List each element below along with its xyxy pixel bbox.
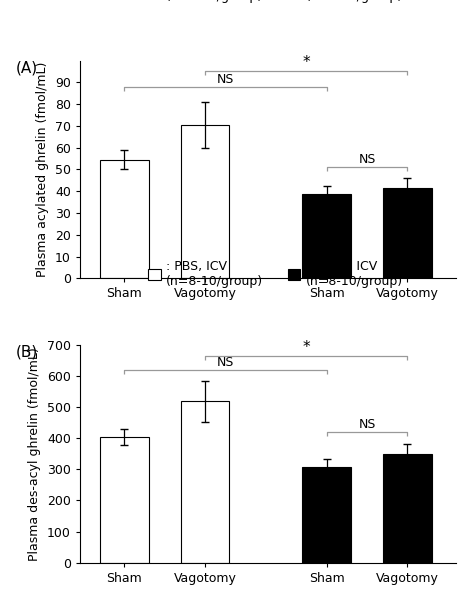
Text: *: *: [303, 55, 310, 70]
Y-axis label: Plasma acylated ghrelin (fmol/mL): Plasma acylated ghrelin (fmol/mL): [36, 62, 49, 277]
Bar: [181, 402, 229, 563]
Bar: [302, 467, 351, 563]
Bar: [383, 188, 431, 278]
Bar: [100, 437, 149, 563]
Text: NS: NS: [358, 153, 376, 166]
Legend: : PBS, ICV
(n=8-10/group), : UCN1, ICV
(n=8-10/group): : PBS, ICV (n=8-10/group), : UCN1, ICV (…: [149, 260, 402, 287]
Bar: [383, 454, 431, 563]
Bar: [302, 194, 351, 278]
Text: (B): (B): [16, 345, 38, 360]
Text: (A): (A): [16, 60, 38, 76]
Text: NS: NS: [358, 418, 376, 431]
Text: NS: NS: [217, 356, 234, 368]
Text: *: *: [303, 339, 310, 355]
Text: NS: NS: [217, 73, 234, 85]
Bar: [100, 160, 149, 278]
Bar: [181, 125, 229, 278]
Y-axis label: Plasma des-acyl ghrelin (fmol/mL): Plasma des-acyl ghrelin (fmol/mL): [28, 347, 41, 561]
Legend: : PBS, ICV
(n=8-10/group), : UCN1, ICV
(n=8-10/group): : PBS, ICV (n=8-10/group), : UCN1, ICV (…: [149, 0, 402, 3]
